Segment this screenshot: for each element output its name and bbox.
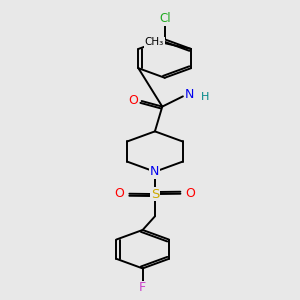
Text: Cl: Cl — [159, 12, 170, 25]
Text: O: O — [115, 187, 124, 200]
Text: S: S — [151, 188, 159, 200]
Text: O: O — [128, 94, 138, 106]
Text: F: F — [139, 281, 146, 294]
Text: CH₃: CH₃ — [145, 37, 164, 47]
Text: H: H — [201, 92, 209, 102]
Text: N: N — [184, 88, 194, 101]
Text: N: N — [150, 165, 160, 178]
Text: O: O — [185, 187, 195, 200]
